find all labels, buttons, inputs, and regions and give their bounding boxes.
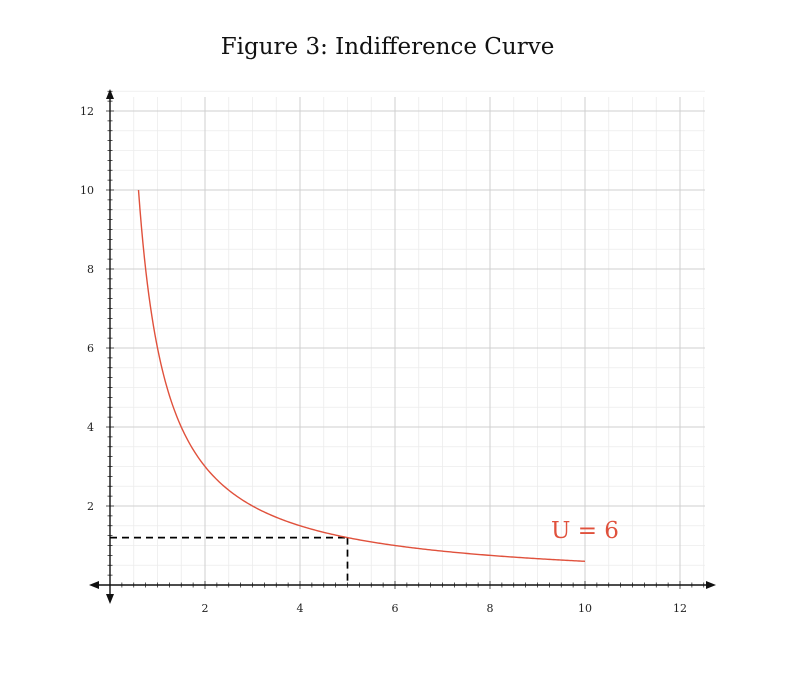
chart-title: Figure 3: Indifference Curve bbox=[220, 34, 555, 60]
y-tick-label: 2 bbox=[87, 500, 94, 513]
x-tick-label: 2 bbox=[202, 602, 209, 615]
axes bbox=[89, 89, 716, 604]
curve-label: U = 6 bbox=[551, 518, 619, 544]
x-tick-label: 8 bbox=[487, 602, 494, 615]
y-tick-labels: 2 4 6 8 10 12 bbox=[80, 105, 94, 513]
x-tick-label: 10 bbox=[578, 602, 592, 615]
y-axis-arrow-up bbox=[106, 89, 114, 99]
y-tick-label: 6 bbox=[87, 342, 94, 355]
y-axis-arrow-down bbox=[106, 594, 114, 604]
y-tick-label: 12 bbox=[80, 105, 94, 118]
x-tick-label: 6 bbox=[392, 602, 399, 615]
minor-grid bbox=[110, 90, 705, 585]
major-grid bbox=[110, 97, 705, 585]
x-tick-label: 4 bbox=[297, 602, 304, 615]
y-tick-label: 4 bbox=[87, 421, 94, 434]
series-group bbox=[137, 189, 586, 562]
y-tick-label: 8 bbox=[87, 263, 94, 276]
tick-marks bbox=[106, 90, 705, 589]
x-tick-labels: 2 4 6 8 10 12 bbox=[202, 602, 688, 615]
guide-lines bbox=[110, 536, 349, 585]
indifference-curve-line bbox=[137, 189, 586, 562]
x-tick-label: 12 bbox=[673, 602, 687, 615]
x-axis-arrow-left bbox=[89, 581, 99, 589]
y-tick-label: 10 bbox=[80, 184, 94, 197]
x-axis-arrow-right bbox=[706, 581, 716, 589]
